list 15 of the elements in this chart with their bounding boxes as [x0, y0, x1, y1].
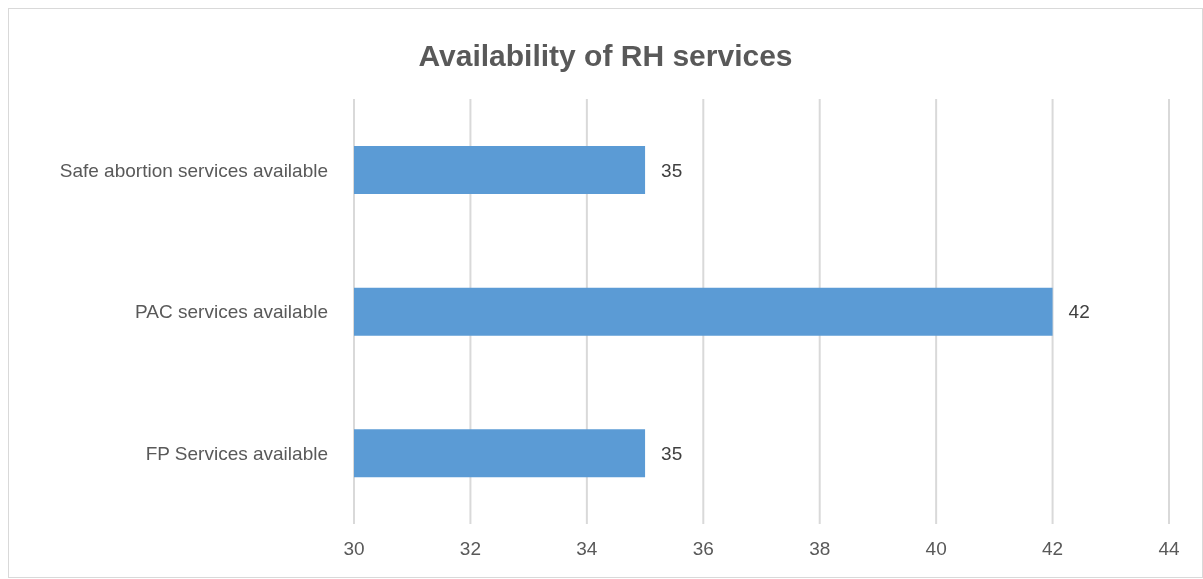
y-tick-label: FP Services available — [145, 442, 328, 464]
x-tick-label: 36 — [692, 538, 714, 560]
data-label: 35 — [661, 443, 683, 465]
data-label: 35 — [661, 159, 683, 181]
x-tick-label: 42 — [1042, 538, 1064, 560]
y-tick-label: Safe abortion services available — [59, 159, 328, 181]
x-tick-label: 38 — [809, 538, 831, 560]
x-tick-label: 30 — [343, 538, 365, 560]
x-tick-label: 40 — [925, 538, 947, 560]
y-tick-label: PAC services available — [135, 301, 328, 323]
x-tick-label: 44 — [1158, 538, 1180, 560]
data-label: 42 — [1068, 301, 1090, 323]
chart-title: Availability of RH services — [417, 39, 794, 74]
x-tick-label: 34 — [576, 538, 598, 560]
x-tick-label: 32 — [459, 538, 481, 560]
